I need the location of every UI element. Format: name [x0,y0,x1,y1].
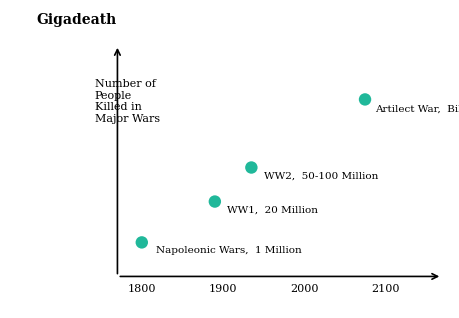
Text: WW2,  50-100 Million: WW2, 50-100 Million [263,172,377,181]
Point [247,165,254,170]
Text: WW1,  20 Million: WW1, 20 Million [227,206,317,215]
Text: Gigadeath: Gigadeath [37,13,117,27]
Text: Number of
People
Killed in
Major Wars: Number of People Killed in Major Wars [95,79,159,124]
Text: Napoleonic Wars,  1 Million: Napoleonic Wars, 1 Million [156,246,302,255]
Text: Artilect War,  Billions: Artilect War, Billions [374,105,459,114]
Point [138,240,145,245]
Point [361,97,368,102]
Point [211,199,218,204]
